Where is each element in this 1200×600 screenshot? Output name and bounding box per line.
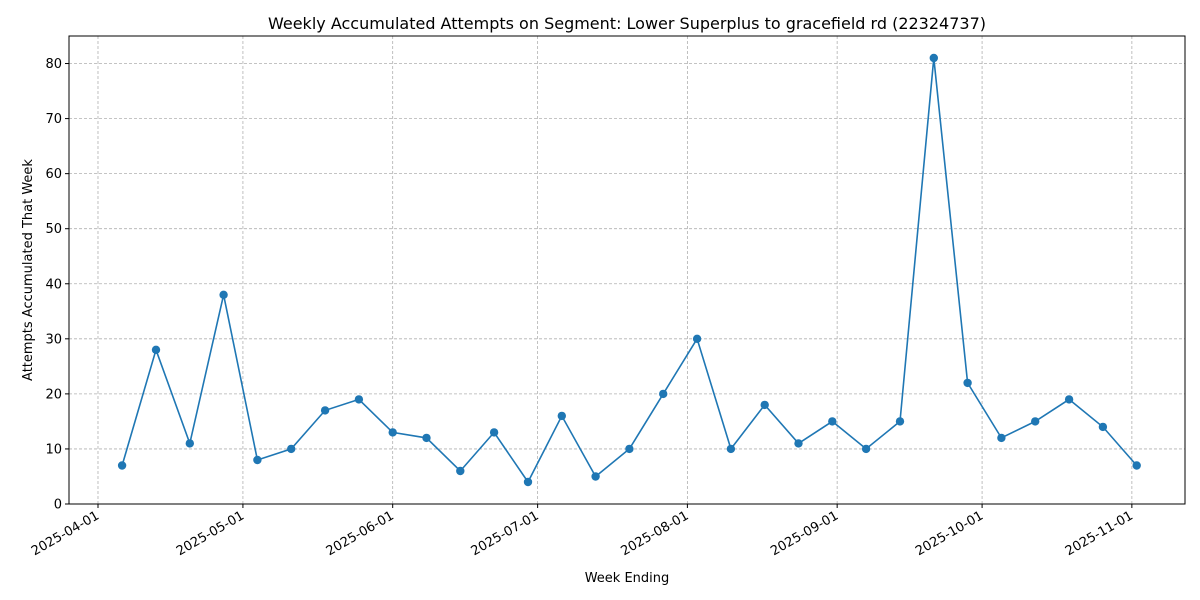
y-axis-ticks: 0 10 20 30 40 50 60 70 80 [45, 57, 69, 513]
data-point [1064, 395, 1074, 404]
y-tick-label: 20 [45, 387, 62, 402]
data-point [895, 417, 905, 426]
data-point [997, 433, 1006, 443]
y-tick-label: 0 [54, 498, 62, 513]
y-axis-label: Attempts Accumulated That Week [21, 159, 36, 381]
data-point [1132, 461, 1141, 470]
data-point [659, 389, 668, 399]
data-point [726, 444, 736, 454]
x-tick-label: 2025-08-01 [618, 508, 691, 559]
data-point [828, 417, 837, 426]
x-tick-label: 2025-04-01 [29, 508, 102, 559]
plot-frame [68, 35, 1186, 505]
x-tick-label: 2025-07-01 [469, 508, 542, 559]
data-point [963, 378, 972, 388]
data-point [557, 411, 566, 421]
data-point [456, 466, 465, 476]
data-point [287, 444, 296, 454]
data-point [692, 334, 702, 343]
x-tick-label: 2025-09-01 [768, 508, 841, 559]
data-point [1098, 422, 1108, 432]
data-point [422, 433, 431, 443]
data-point [151, 345, 161, 354]
x-tick-label: 2025-05-01 [174, 508, 247, 559]
x-axis-ticks: 2025-04-01 2025-05-01 2025-06-01 2025-07-01… [29, 504, 1136, 559]
data-point [185, 439, 194, 448]
x-tick-label: 2025-11-01 [1063, 508, 1136, 559]
y-tick-label: 40 [45, 277, 62, 292]
y-tick-label: 60 [45, 167, 62, 182]
data-point [219, 290, 228, 299]
y-tick-label: 70 [45, 112, 62, 127]
data-point [354, 395, 364, 404]
data-point [388, 428, 397, 437]
data-point [489, 428, 499, 437]
x-axis-label: Week Ending [585, 571, 670, 586]
series-attempts [117, 53, 1141, 487]
data-point [523, 477, 533, 487]
y-tick-label: 30 [45, 332, 62, 347]
data-point [1031, 417, 1040, 426]
x-tick-label: 2025-10-01 [913, 508, 986, 559]
data-point [794, 439, 803, 448]
y-tick-label: 80 [45, 57, 62, 72]
data-point [625, 444, 634, 454]
data-point [861, 444, 871, 454]
data-point [760, 400, 769, 410]
y-tick-label: 10 [45, 442, 62, 457]
y-tick-label: 50 [45, 222, 62, 237]
data-point [929, 53, 938, 63]
x-tick-label: 2025-06-01 [324, 508, 397, 559]
data-point [117, 461, 127, 470]
data-point [320, 406, 330, 415]
chart-title: Weekly Accumulated Attempts on Segment: … [268, 14, 986, 33]
grid-lines [69, 36, 1185, 505]
data-point [253, 455, 262, 465]
series-line [121, 57, 1138, 484]
data-point [591, 472, 600, 481]
